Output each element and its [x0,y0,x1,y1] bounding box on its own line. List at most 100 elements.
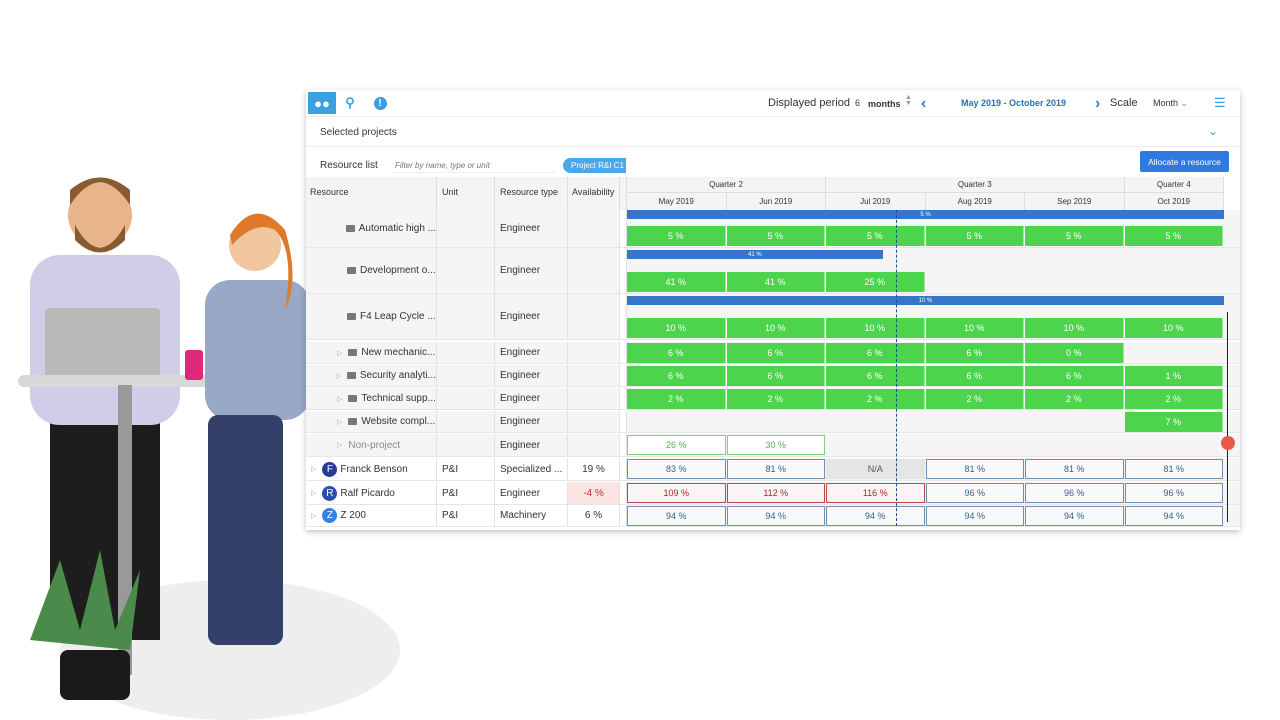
settings-sliders-icon[interactable]: ☰ [1214,95,1226,110]
allocation-cell[interactable]: 94 % [826,506,925,526]
allocation-cell[interactable]: 94 % [1124,506,1223,526]
expand-icon[interactable]: ▷ [335,372,342,380]
previous-period-button[interactable]: ‹ [921,95,927,112]
allocation-cell[interactable]: 10 % [925,318,1024,338]
allocation-cell[interactable]: 10 % [726,318,825,338]
availability-cell [568,434,620,456]
allocation-cell[interactable]: 30 % [726,435,825,455]
column-header-resource[interactable]: Resource [306,177,437,210]
resource-name[interactable]: Franck Benson [340,463,408,475]
allocation-cell[interactable]: 6 % [726,343,825,363]
allocation-cell[interactable]: 96 % [1124,483,1223,503]
allocation-cell[interactable]: 5 % [925,226,1024,246]
allocation-cell[interactable]: 112 % [726,483,825,503]
allocation-cell[interactable]: 81 % [1124,459,1223,479]
allocation-cell[interactable]: 41 % [627,272,726,292]
allocation-cell[interactable]: 6 % [627,343,726,363]
allocation-cell[interactable]: 6 % [627,366,726,386]
period-stepper[interactable]: ▲ ▼ [905,94,912,107]
allocation-cell[interactable]: 6 % [925,366,1024,386]
allocation-cell[interactable]: 26 % [627,435,726,455]
alert-icon[interactable]: ! [366,92,394,114]
allocation-cell[interactable]: 6 % [826,366,925,386]
allocation-cell[interactable]: 116 % [826,483,925,503]
resource-row[interactable]: ▷ Website compl... Engineer 7 % [306,411,1240,433]
allocation-cell[interactable]: 2 % [627,389,726,409]
allocation-cell[interactable]: 94 % [627,506,726,526]
allocation-cell[interactable]: 2 % [1124,389,1223,409]
expand-icon[interactable]: ▷ [337,395,343,403]
resource-name[interactable]: Z 200 [340,510,366,521]
allocation-cell[interactable]: 2 % [1025,389,1124,409]
allocation-cell[interactable]: 10 % [1025,318,1124,338]
expand-icon[interactable]: ▷ [311,490,317,497]
resource-row[interactable]: ▷ R Ralf Picardo P&I Engineer -4 % 109 % 11… [306,482,1240,505]
allocation-bar[interactable]: 10 % [627,296,1224,305]
allocation-cell[interactable]: 81 % [925,459,1024,479]
allocation-cell[interactable]: 81 % [726,459,825,479]
allocation-cell[interactable]: 94 % [1025,506,1124,526]
allocation-cell[interactable]: 96 % [925,483,1024,503]
allocation-bar[interactable]: 41 % [627,250,883,259]
expand-icon[interactable]: ▷ [337,418,343,426]
allocation-cell[interactable]: 1 % [1124,366,1223,386]
resource-row[interactable]: Automatic high ... Engineer 5 % 5 % 5 % 5 %… [306,210,1240,248]
expand-icon[interactable]: ▷ [337,349,343,357]
resource-row[interactable]: ▷ New mechanic... Engineer 6 % 6 % 6 % 6 % 0 … [306,342,1240,364]
resource-row[interactable]: Development o... Engineer 41 % 41 % 41 % 25… [306,248,1240,294]
allocation-bar[interactable]: 5 % [627,210,1224,219]
project-name: Security analyti... [359,370,436,381]
allocation-cell[interactable]: 2 % [826,389,925,409]
allocation-cell[interactable]: 10 % [627,318,726,338]
allocation-cell[interactable]: 10 % [826,318,925,338]
allocate-resource-button[interactable]: Allocate a resource [1140,151,1229,172]
allocation-cell[interactable]: 5 % [826,226,925,246]
expand-chevron-icon[interactable]: ⌄ [1208,124,1219,138]
allocation-cell[interactable]: 94 % [726,506,825,526]
allocation-cell[interactable]: 25 % [826,272,925,292]
allocation-cell[interactable]: 0 % [1025,343,1124,363]
allocation-cell[interactable]: 96 % [1025,483,1124,503]
allocation-cell[interactable]: 83 % [627,459,726,479]
column-header-resource-type[interactable]: Resource type [495,177,568,210]
allocation-cell[interactable]: 94 % [925,506,1024,526]
resource-row[interactable]: ▷ Z Z 200 P&I Machinery 6 % 94 % 94 % 94 % 94… [306,505,1240,527]
resource-row[interactable]: ▷ Security analyti... Engineer 6 % 6 % 6 % 6… [306,365,1240,387]
allocation-cell[interactable]: 2 % [726,389,825,409]
scrollbar[interactable] [1227,312,1228,522]
allocation-cell[interactable]: 5 % [1025,226,1124,246]
search-zoom-icon[interactable]: ⚲ [345,95,355,110]
allocation-cell[interactable]: 6 % [826,343,925,363]
allocation-cell[interactable]: 10 % [1124,318,1223,338]
allocation-cell[interactable]: 2 % [925,389,1024,409]
allocation-cell[interactable]: 81 % [1025,459,1124,479]
resource-filter-input[interactable] [392,158,557,173]
allocation-cell[interactable]: 109 % [627,483,726,503]
resource-name: Non-project [348,439,401,451]
column-header-availability[interactable]: Availability [568,177,620,210]
allocation-cell[interactable]: N/A [826,459,925,479]
expand-icon[interactable]: ▷ [311,466,317,473]
project-chip[interactable]: Project R&I C1 [563,158,626,173]
resource-row[interactable]: ▷ Technical supp... Engineer 2 % 2 % 2 % 2 %… [306,388,1240,410]
resource-row[interactable]: ▷ Non-project Engineer 26 % 30 % [306,434,1240,457]
allocation-cell[interactable]: 5 % [627,226,726,246]
expand-icon[interactable]: ▷ [311,512,317,520]
allocation-cell[interactable]: 41 % [726,272,825,292]
allocation-cell[interactable]: 5 % [726,226,825,246]
expand-icon[interactable]: ▷ [337,442,343,449]
allocation-cell[interactable]: 7 % [1124,412,1223,432]
resource-row[interactable]: ▷ F Franck Benson P&I Specialized ... 19 %… [306,458,1240,481]
users-icon[interactable]: ●● [308,92,336,114]
project-name: New mechanic... [361,347,436,358]
scale-select[interactable]: Month ⌄ [1153,98,1188,109]
resource-row[interactable]: F4 Leap Cycle ... Engineer 10 % 10 % 10 % 1… [306,294,1240,340]
next-period-button[interactable]: › [1095,95,1101,112]
allocation-cell[interactable]: 5 % [1124,226,1223,246]
resource-name[interactable]: Ralf Picardo [340,487,395,499]
allocation-cell[interactable]: 6 % [925,343,1024,363]
column-header-unit[interactable]: Unit [437,177,495,210]
allocation-cell[interactable]: 6 % [1025,366,1124,386]
allocation-cell[interactable]: 6 % [726,366,825,386]
period-value-input[interactable]: 6 [855,98,861,108]
